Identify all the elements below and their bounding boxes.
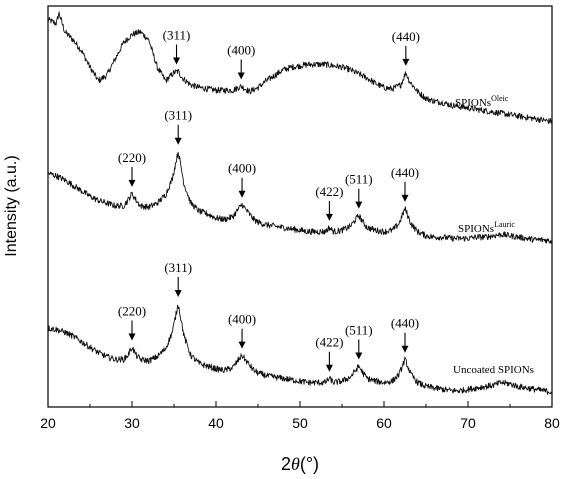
- peak-annotation-6: (422): [315, 184, 343, 221]
- peak-arrow-head: [325, 364, 333, 372]
- peak-label: (400): [228, 161, 256, 176]
- x-axis-label: 2θ(°): [281, 454, 319, 474]
- peak-label: (440): [391, 165, 419, 180]
- peak-label: (422): [315, 335, 343, 350]
- peak-label: (511): [345, 172, 373, 187]
- peak-arrow-head: [401, 345, 409, 353]
- traces-layer: [47, 11, 553, 395]
- peak-arrow-head: [128, 333, 136, 341]
- peak-label: (400): [227, 42, 255, 57]
- peak-annotation-3: (220): [118, 150, 146, 187]
- peak-arrow-head: [174, 137, 182, 145]
- x-axis-label-prefix: 2: [281, 454, 291, 474]
- peak-annotation-11: (400): [228, 312, 256, 349]
- peak-arrow-head: [355, 352, 363, 360]
- peak-annotation-8: (440): [391, 165, 419, 202]
- peak-label: (311): [163, 28, 191, 43]
- x-tick-label: 40: [208, 415, 224, 431]
- peak-arrow-head: [355, 201, 363, 209]
- y-axis-label: Intensity (a.u.): [3, 155, 20, 256]
- series-label-sup: Lauric: [494, 220, 515, 229]
- series-label-base: Uncoated SPIONs: [453, 364, 534, 376]
- peak-annotation-9: (220): [118, 303, 146, 341]
- series-label-2: Uncoated SPIONs: [453, 364, 534, 376]
- peak-label: (311): [164, 260, 192, 275]
- series-label-1: SPIONsLauric: [458, 220, 515, 235]
- peak-annotation-2: (440): [392, 29, 420, 66]
- x-tick-label: 80: [544, 415, 560, 431]
- x-axis-label-theta: θ: [291, 454, 300, 474]
- series-line-2: [47, 304, 553, 395]
- peak-arrow-head: [402, 58, 410, 66]
- peak-arrow-head: [401, 194, 409, 202]
- series-label-base: SPIONs: [455, 97, 491, 109]
- peak-annotation-4: (311): [164, 108, 192, 145]
- peak-annotations-layer: (311)(400)(440)(220)(311)(400)(422)(511)…: [118, 28, 420, 372]
- peak-annotation-5: (400): [228, 161, 256, 198]
- x-tick-label: 30: [124, 415, 140, 431]
- series-label-0: SPIONsOleic: [455, 94, 509, 109]
- x-tick-label: 60: [376, 415, 392, 431]
- x-tick-label: 20: [40, 415, 56, 431]
- peak-arrow-head: [238, 190, 246, 198]
- peak-annotation-12: (422): [315, 335, 343, 372]
- x-axis: 20 30 40 50 60 70 80: [40, 401, 560, 431]
- peak-arrow-head: [173, 57, 181, 65]
- x-axis-label-unit: (°): [300, 454, 319, 474]
- peak-label: (220): [118, 150, 146, 165]
- peak-label: (440): [391, 316, 419, 331]
- peak-annotation-0: (311): [163, 28, 191, 65]
- peak-arrow-head: [174, 289, 182, 297]
- peak-label: (511): [345, 323, 373, 338]
- peak-arrow-head: [237, 72, 245, 80]
- series-label-base: SPIONs: [458, 223, 494, 235]
- peak-annotation-13: (511): [345, 323, 373, 360]
- peak-label: (220): [118, 303, 146, 318]
- peak-label: (422): [315, 184, 343, 199]
- peak-annotation-10: (311): [164, 260, 192, 297]
- series-label-sup: Oleic: [491, 94, 509, 103]
- x-tick-label: 50: [292, 415, 308, 431]
- peak-annotation-14: (440): [391, 316, 419, 353]
- peak-arrow-head: [128, 179, 136, 187]
- peak-arrow-head: [238, 341, 246, 349]
- x-tick-label: 70: [460, 415, 476, 431]
- peak-label: (311): [164, 108, 192, 123]
- peak-label: (400): [228, 312, 256, 327]
- peak-arrow-head: [325, 213, 333, 221]
- series-line-0: [47, 11, 553, 125]
- peak-label: (440): [392, 29, 420, 44]
- peak-annotation-7: (511): [345, 172, 373, 209]
- peak-annotation-1: (400): [227, 42, 255, 80]
- series-line-1: [47, 151, 553, 244]
